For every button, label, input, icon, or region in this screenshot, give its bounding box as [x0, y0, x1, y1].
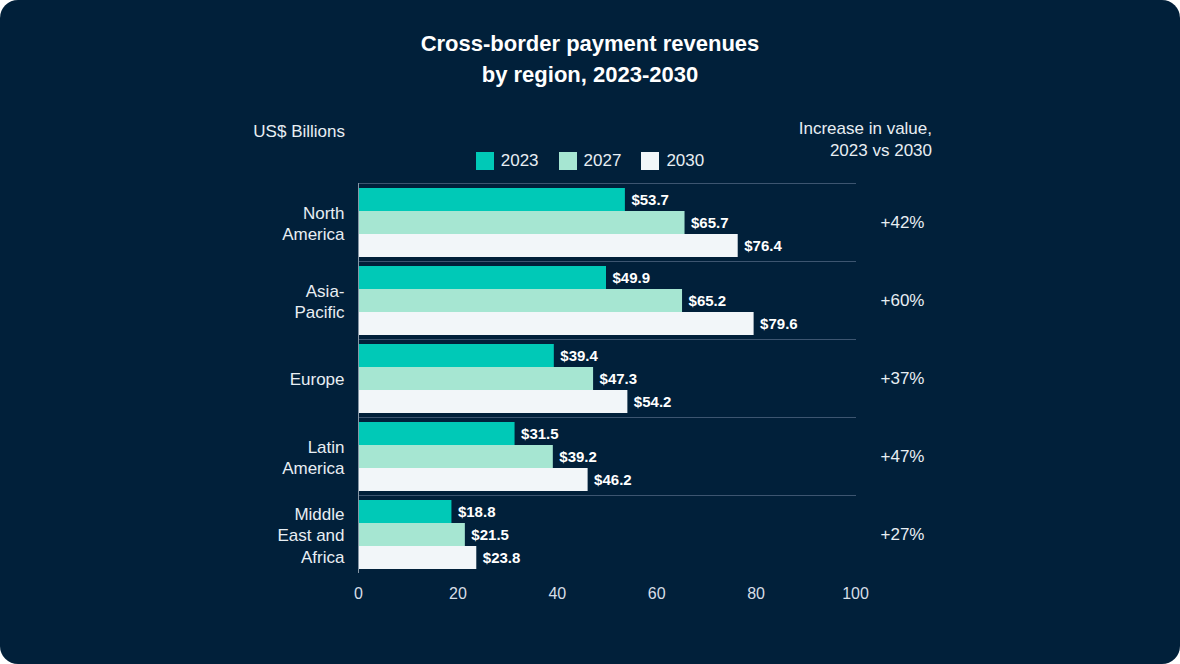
- svg-text:$23.8: $23.8: [483, 549, 521, 566]
- svg-text:0: 0: [354, 585, 363, 602]
- html-text:2030: 2030: [666, 151, 705, 170]
- svg-text:$49.9: $49.9: [613, 269, 651, 286]
- svg-text:$53.7: $53.7: [631, 191, 669, 208]
- svg-text:+27%: +27%: [881, 525, 925, 544]
- svg-text:+42%: +42%: [881, 213, 925, 232]
- svg-text:+37%: +37%: [881, 369, 925, 388]
- svg-text:$65.2: $65.2: [689, 292, 727, 309]
- svg-text:+60%: +60%: [881, 291, 925, 310]
- html-text:2023: 2023: [500, 151, 539, 170]
- svg-text:$46.2: $46.2: [594, 471, 632, 488]
- svg-text:MiddleEast andAfrica: MiddleEast andAfrica: [277, 505, 345, 567]
- svg-text:$21.5: $21.5: [471, 526, 509, 543]
- svg-text:$79.6: $79.6: [760, 315, 798, 332]
- svg-text:$39.4: $39.4: [560, 347, 598, 364]
- svg-text:60: 60: [648, 585, 666, 602]
- svg-text:20: 20: [449, 585, 467, 602]
- svg-text:$47.3: $47.3: [600, 370, 638, 387]
- svg-text:40: 40: [548, 585, 566, 602]
- svg-text:$76.4: $76.4: [744, 237, 782, 254]
- svg-text:Europe: Europe: [290, 370, 345, 389]
- html-text:Increase in value, 2023 vs 203: Increase in value, 2023 vs 2030: [798, 119, 932, 160]
- html-text:Cross-border payment revenues: Cross-border payment revenues by region,…: [420, 31, 760, 87]
- svg-text:$65.7: $65.7: [691, 214, 729, 231]
- html-text:US$ Billions: US$ Billions: [253, 122, 345, 141]
- svg-text:100: 100: [842, 585, 869, 602]
- html-text:2027: 2027: [583, 151, 622, 170]
- svg-text:NorthAmerica: NorthAmerica: [282, 204, 345, 244]
- svg-text:$31.5: $31.5: [521, 425, 559, 442]
- svg-text:80: 80: [747, 585, 765, 602]
- svg-text:+47%: +47%: [881, 447, 925, 466]
- svg-text:Asia-Pacific: Asia-Pacific: [294, 282, 345, 322]
- svg-text:$54.2: $54.2: [634, 393, 672, 410]
- svg-text:$39.2: $39.2: [559, 448, 597, 465]
- svg-text:$18.8: $18.8: [458, 503, 496, 520]
- svg-text:LatinAmerica: LatinAmerica: [282, 438, 345, 478]
